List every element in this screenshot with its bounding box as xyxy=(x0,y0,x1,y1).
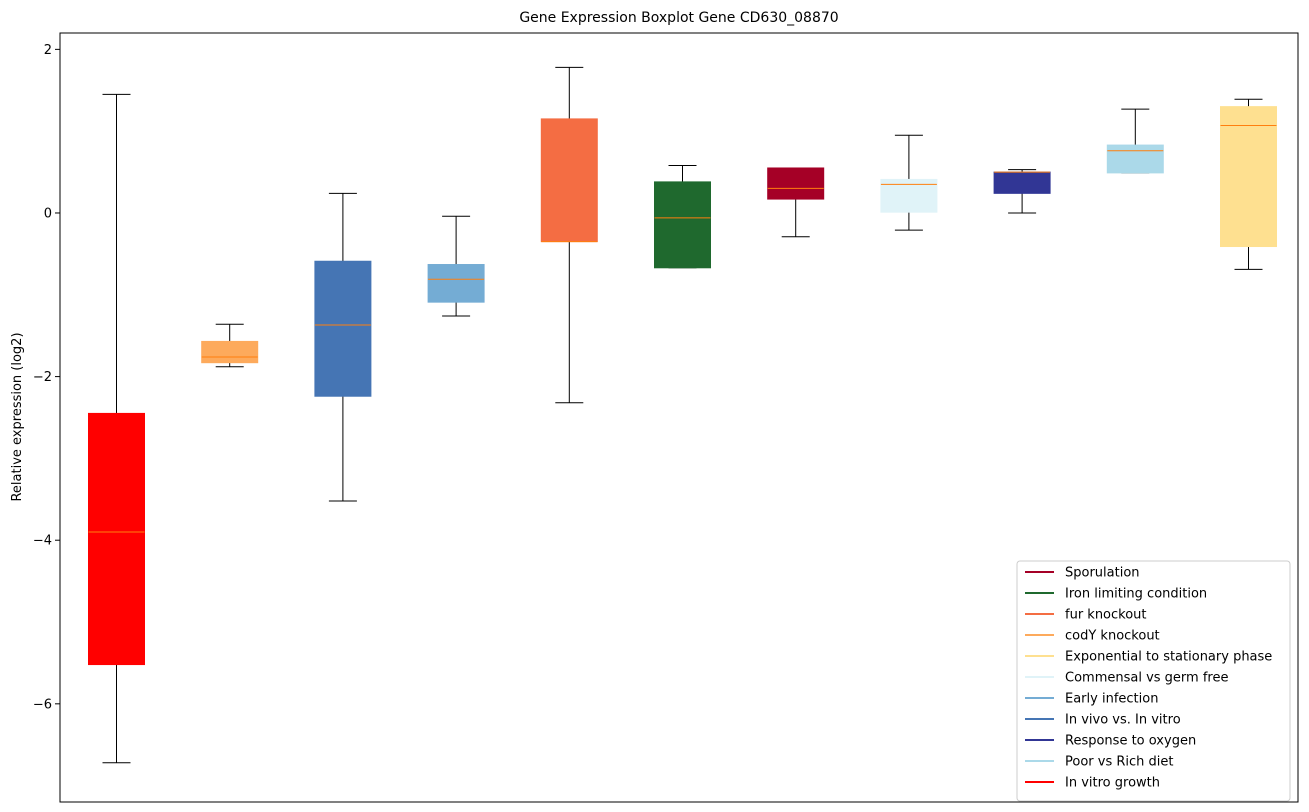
box-group xyxy=(540,66,598,404)
legend-label: Early infection xyxy=(1065,692,1158,707)
box-group xyxy=(1220,98,1277,270)
y-tick-label: −6 xyxy=(33,697,52,712)
legend-label: In vivo vs. In vitro xyxy=(1065,713,1181,728)
plot-area xyxy=(88,66,1277,764)
box xyxy=(314,260,372,397)
box xyxy=(540,118,598,243)
box-group xyxy=(767,167,825,238)
box-group xyxy=(1106,108,1164,174)
y-tick-label: −2 xyxy=(33,370,52,385)
y-tick-label: 0 xyxy=(44,206,52,221)
box xyxy=(1106,144,1164,174)
box-group xyxy=(427,215,485,317)
legend-box xyxy=(1016,560,1291,802)
box xyxy=(88,412,145,666)
box xyxy=(1220,106,1277,248)
box-group xyxy=(201,323,259,368)
box-group xyxy=(880,134,938,231)
box xyxy=(201,340,259,364)
legend-label: Exponential to stationary phase xyxy=(1065,650,1272,665)
legend-label: fur knockout xyxy=(1065,608,1147,623)
plot-frame xyxy=(59,32,1299,803)
box-group xyxy=(654,165,711,269)
y-tick-label: −4 xyxy=(33,534,52,549)
legend-label: Commensal vs germ free xyxy=(1065,671,1228,686)
y-axis: 2 0 −2 −4 −6 xyxy=(33,43,60,712)
box xyxy=(654,181,711,269)
box xyxy=(993,171,1051,194)
y-tick-label: 2 xyxy=(44,43,52,58)
legend-label: Poor vs Rich diet xyxy=(1065,755,1173,770)
box-group xyxy=(88,93,145,764)
chart-title: Gene Expression Boxplot Gene CD630_08870 xyxy=(519,10,838,26)
box-group xyxy=(993,169,1051,214)
legend-label: Sporulation xyxy=(1065,566,1140,581)
legend: Sporulation Iron limiting condition fur kn… xyxy=(1016,560,1291,802)
box-group xyxy=(314,192,372,502)
legend-label: Response to oxygen xyxy=(1065,734,1196,749)
box xyxy=(880,178,938,213)
legend-label: In vitro growth xyxy=(1065,776,1160,791)
y-axis-label: Relative expression (log2) xyxy=(10,332,25,501)
legend-label: codY knockout xyxy=(1065,629,1160,644)
box xyxy=(427,264,485,303)
legend-label: Iron limiting condition xyxy=(1065,587,1207,602)
box xyxy=(767,167,825,200)
